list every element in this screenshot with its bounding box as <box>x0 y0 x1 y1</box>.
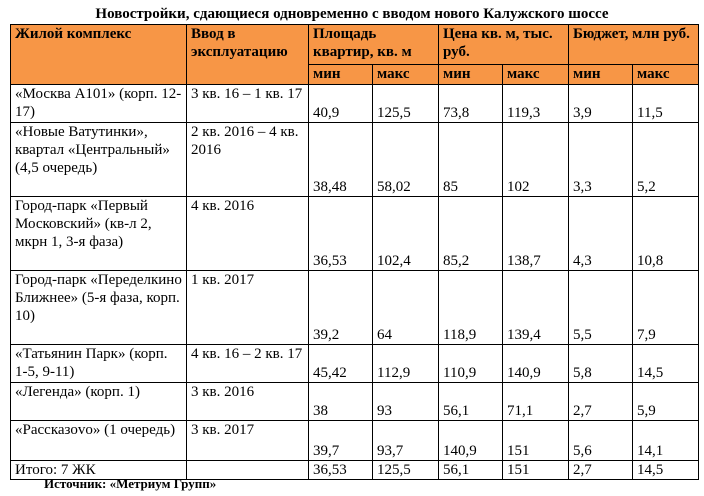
table-cell: 64 <box>372 270 439 345</box>
table-cell: мин <box>438 64 503 85</box>
table-cell: 140,9 <box>438 420 503 461</box>
table-cell: 93 <box>372 382 439 421</box>
table-row: Город-парк «Переделкино Ближнее» (5-я фа… <box>10 270 699 345</box>
table-cell: 4 кв. 16 – 2 кв. 17 <box>186 344 309 383</box>
table-cell: 139,4 <box>502 270 569 345</box>
table-cell: 102 <box>502 122 569 197</box>
table-row: Город-парк «Первый Московский» (кв-л 2, … <box>10 196 699 271</box>
table-cell: 125,5 <box>372 460 439 480</box>
table-cell: 40,9 <box>308 84 373 123</box>
table-cell: 110,9 <box>438 344 503 383</box>
table-cell: 36,53 <box>308 460 373 480</box>
table-cell: 85 <box>438 122 503 197</box>
table-cell: 93,7 <box>372 420 439 461</box>
table-cell: 56,1 <box>438 382 503 421</box>
table-cell: Ввод в эксплуатацию <box>186 24 309 85</box>
table-cell: 102,4 <box>372 196 439 271</box>
table-row: «Новые Ватутинки», квартал «Центральный»… <box>10 122 699 197</box>
table-row: «Москва А101» (корп. 12-17) 3 кв. 16 – 1 … <box>10 84 699 123</box>
table-row: Жилой комплекс Ввод в эксплуатацию Площадь… <box>10 24 699 85</box>
table-cell: Город-парк «Переделкино Ближнее» (5-я фа… <box>10 270 187 345</box>
table: Жилой комплекс Ввод в эксплуатацию Площадь… <box>10 24 699 480</box>
table-cell: «Москва А101» (корп. 12-17) <box>10 84 187 123</box>
table-cell: 3 кв. 2017 <box>186 420 309 461</box>
table-cell: Площадь квартир, кв. м <box>308 24 439 65</box>
table-cell: 5,6 <box>568 420 633 461</box>
table-cell: 39,2 <box>308 270 373 345</box>
table-cell: Жилой комплекс <box>10 24 187 85</box>
table-cell: 119,3 <box>502 84 569 123</box>
table-cell: макс <box>502 64 569 85</box>
table-cell: 3,9 <box>568 84 633 123</box>
table-row: «Легенда» (корп. 1) 3 кв. 2016 38 93 56,1 71,… <box>10 382 699 421</box>
table-cell: 56,1 <box>438 460 503 480</box>
table-cell: «Рассказоvо» (1 очередь) <box>10 420 187 461</box>
table-cell: 85,2 <box>438 196 503 271</box>
table-cell: 38 <box>308 382 373 421</box>
table-cell: Бюджет, млн руб. <box>568 24 699 65</box>
table-cell: 73,8 <box>438 84 503 123</box>
table-cell: мин <box>308 64 373 85</box>
table-cell: 11,5 <box>632 84 699 123</box>
table-cell: 3 кв. 16 – 1 кв. 17 <box>186 84 309 123</box>
table-cell: 138,7 <box>502 196 569 271</box>
table-cell: 5,2 <box>632 122 699 197</box>
table-cell: 3 кв. 2016 <box>186 382 309 421</box>
table-cell: 5,8 <box>568 344 633 383</box>
table-cell: 3,3 <box>568 122 633 197</box>
table-cell: 151 <box>502 420 569 461</box>
table-cell: 2,7 <box>568 460 633 480</box>
table-cell: 4 кв. 2016 <box>186 196 309 271</box>
table-cell: 5,5 <box>568 270 633 345</box>
table-cell: 71,1 <box>502 382 569 421</box>
table-cell: Цена кв. м, тыс. руб. <box>438 24 569 65</box>
table-cell: 140,9 <box>502 344 569 383</box>
table-cell: «Татьянин Парк» (корп. 1-5, 9-11) <box>10 344 187 383</box>
table-cell: 1 кв. 2017 <box>186 270 309 345</box>
table-cell: 151 <box>502 460 569 480</box>
table-cell: 7,9 <box>632 270 699 345</box>
table-cell: 118,9 <box>438 270 503 345</box>
table-cell: Итого: 7 ЖК <box>10 460 187 480</box>
table-cell: 10,8 <box>632 196 699 271</box>
table-cell: 4,3 <box>568 196 633 271</box>
table-cell: 2 кв. 2016 – 4 кв. 2016 <box>186 122 309 197</box>
table-cell: 58,02 <box>372 122 439 197</box>
table-cell: макс <box>372 64 439 85</box>
table-cell: 39,7 <box>308 420 373 461</box>
table-cell: 45,42 <box>308 344 373 383</box>
table-cell: макс <box>632 64 699 85</box>
table-cell: 38,48 <box>308 122 373 197</box>
table-cell: мин <box>568 64 633 85</box>
table-cell: 125,5 <box>372 84 439 123</box>
table-cell: 5,9 <box>632 382 699 421</box>
table-cell: Город-парк «Первый Московский» (кв-л 2, … <box>10 196 187 271</box>
table-cell: 14,5 <box>632 460 699 480</box>
table-cell: 112,9 <box>372 344 439 383</box>
table-cell: «Легенда» (корп. 1) <box>10 382 187 421</box>
table-cell: 14,1 <box>632 420 699 461</box>
table-row: «Рассказоvо» (1 очередь) 3 кв. 2017 39,7 93… <box>10 420 699 461</box>
table-cell: 2,7 <box>568 382 633 421</box>
table-cell: 14,5 <box>632 344 699 383</box>
table-row: Итого: 7 ЖК 36,53 125,5 56,1 151 2,7 14,5 <box>10 460 699 480</box>
table-cell: 36,53 <box>308 196 373 271</box>
source: Источник: «Метриум Групп» <box>44 476 217 491</box>
table-row: «Татьянин Парк» (корп. 1-5, 9-11) 4 кв. 1… <box>10 344 699 383</box>
title: Новостройки, сдающиеся одновременно с вв… <box>95 6 609 22</box>
table-row: мин макс мин макс мин макс <box>11 64 699 85</box>
table-cell: «Новые Ватутинки», квартал «Центральный»… <box>10 122 187 197</box>
